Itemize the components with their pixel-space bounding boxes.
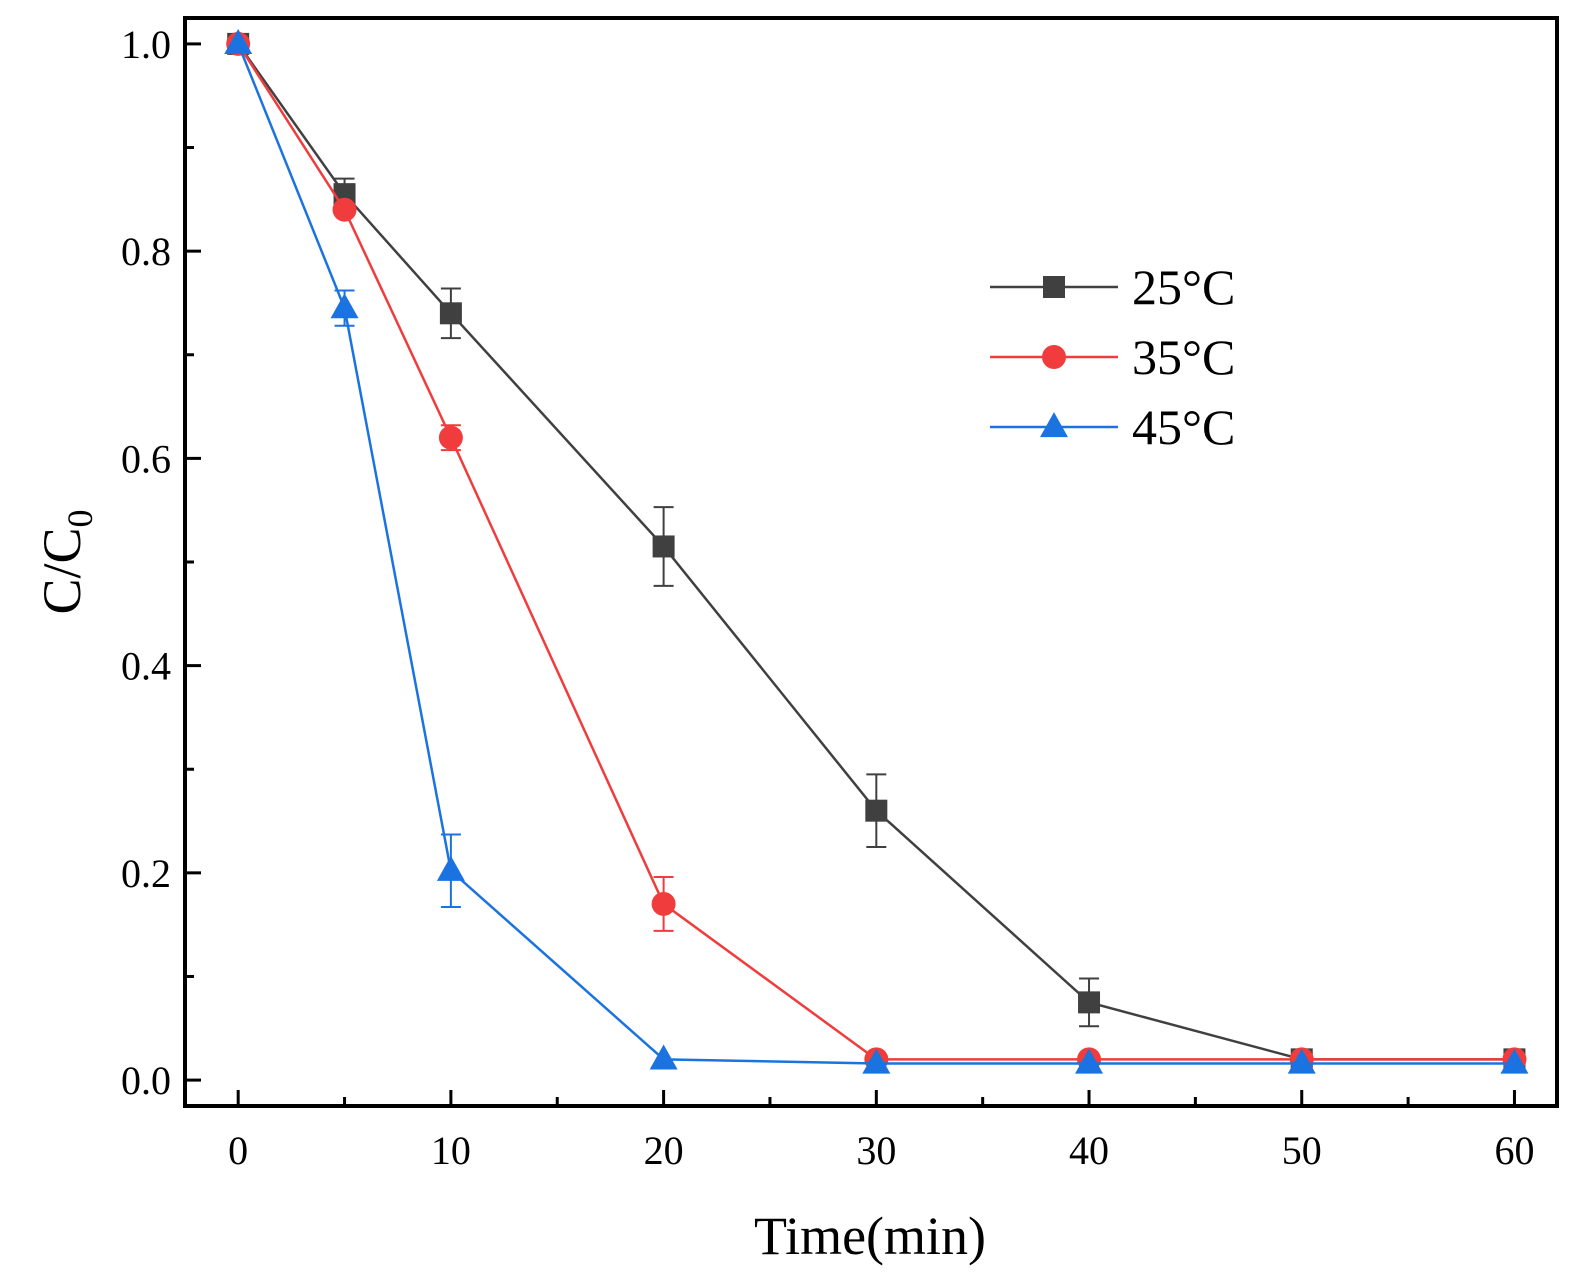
x-axis-title: Time(min) [754,1206,986,1266]
y-tick-label: 0.2 [121,851,171,896]
x-tick-label: 50 [1282,1128,1322,1173]
y-tick-label: 0.6 [121,436,171,481]
axis-ticks: 0 10 20 30 40 50 60 0.0 0.2 0.4 0.6 0.8 1.0 [121,22,1534,1173]
y-axis-title-main: C/C [32,527,92,614]
legend-marker [1043,276,1065,298]
data-point [1075,1048,1104,1074]
data-point [436,855,465,881]
data-point [332,197,357,222]
data-point [439,302,462,325]
y-tick-label: 0.0 [121,1058,171,1103]
data-point [224,29,253,54]
data-point [652,535,675,558]
data-point [438,425,463,450]
legend-label: 25°C [1132,259,1235,315]
y-tick-label: 0.8 [121,229,171,274]
legend-item: 35°C [990,329,1235,385]
legend: 25°C 35°C 45°C [990,259,1235,455]
series-line [237,43,1515,1061]
series-square [227,32,1526,1071]
x-tick-label: 0 [228,1128,248,1173]
series-triangle [224,29,1529,1074]
plot-frame [183,16,1559,1108]
x-tick-label: 30 [856,1128,896,1173]
x-tick-label: 60 [1494,1128,1534,1173]
legend-label: 35°C [1132,329,1235,385]
data-point [651,891,676,916]
data-point [649,1044,678,1070]
legend-label: 45°C [1132,399,1235,455]
legend-marker [1042,345,1066,369]
series-circle [226,31,1527,1072]
data-point [1287,1048,1316,1074]
legend-item: 25°C [990,259,1235,315]
data-point [862,1048,891,1074]
y-tick-label: 0.4 [121,644,171,689]
legend-marker [1040,412,1068,438]
data-point [865,799,888,822]
data-point [330,293,359,319]
legend-item: 45°C [990,399,1235,455]
x-tick-label: 20 [644,1128,684,1173]
series-line [237,43,1515,1061]
data-point [1500,1048,1529,1074]
y-tick-label: 1.0 [121,22,171,67]
x-tick-label: 10 [431,1128,471,1173]
series-line [237,43,1515,1065]
y-axis-title-subscript: 0 [60,509,100,527]
series-layer [224,29,1529,1074]
x-tick-label: 40 [1069,1128,1109,1173]
data-point [1078,991,1101,1014]
y-axis-title: C/C0 [32,509,100,614]
